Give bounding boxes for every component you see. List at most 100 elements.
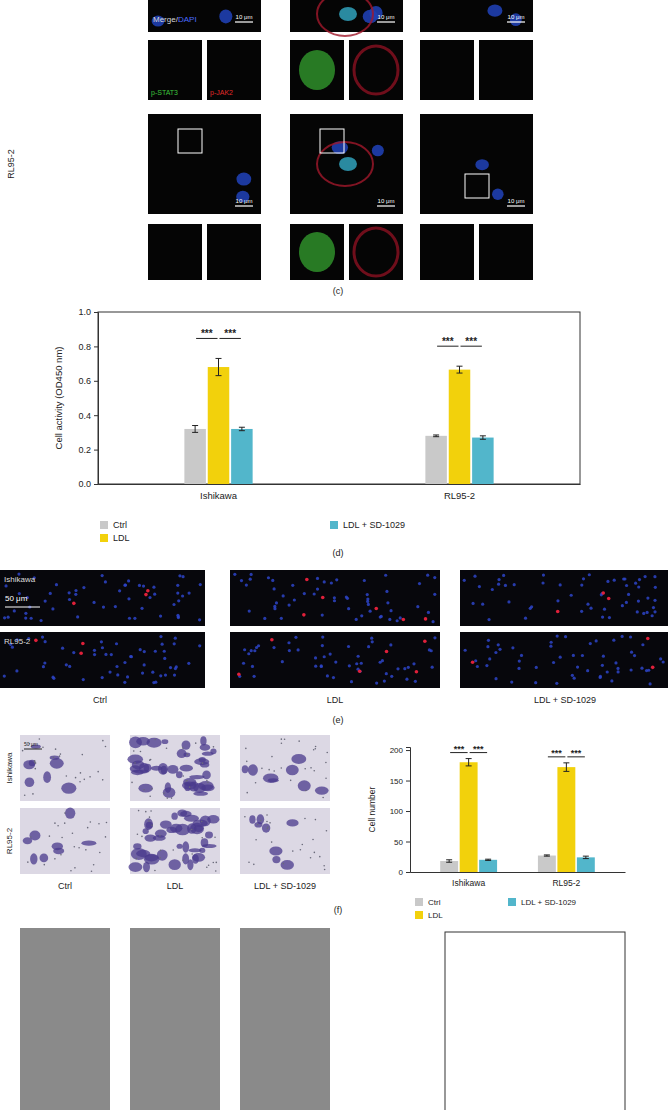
- nucleus: [549, 645, 552, 648]
- nucleus: [7, 616, 10, 619]
- stained-cell: [177, 809, 187, 816]
- nucleus: [151, 671, 154, 674]
- stained-cell: [40, 854, 49, 863]
- tick-mark: [406, 872, 410, 873]
- stained-cell: [202, 844, 217, 848]
- axis-line: [411, 872, 626, 873]
- edu-signal: [402, 618, 406, 622]
- micrograph: [290, 40, 344, 100]
- nucleus: [287, 603, 290, 606]
- pore: [55, 748, 57, 750]
- nucleus: [3, 616, 6, 619]
- label: (d): [333, 548, 344, 558]
- nucleus: [159, 615, 162, 618]
- nucleus: [476, 665, 479, 668]
- nucleus: [357, 655, 360, 658]
- tick-mark: [406, 811, 410, 812]
- pore: [244, 816, 246, 818]
- nucleus: [580, 584, 583, 587]
- pore: [266, 821, 268, 823]
- stained-cell: [139, 763, 149, 773]
- micrograph: [349, 224, 403, 280]
- pore: [186, 780, 188, 782]
- stained-cell: [136, 850, 150, 857]
- label: RL95-2: [5, 827, 14, 854]
- nucleus: [181, 575, 184, 578]
- nucleus: [634, 582, 637, 585]
- stained-cell: [242, 765, 248, 773]
- nucleus: [550, 641, 553, 644]
- nucleus: [335, 578, 338, 581]
- nucleus: [588, 573, 591, 576]
- pore: [49, 835, 51, 837]
- pore: [313, 770, 315, 772]
- tick-mark: [406, 750, 410, 751]
- nucleus: [475, 159, 489, 170]
- pore: [281, 742, 283, 744]
- nucleus: [426, 574, 429, 577]
- legend-swatch: [415, 898, 423, 906]
- pore: [315, 819, 317, 821]
- edu-signal: [556, 610, 560, 614]
- nucleus: [347, 607, 350, 610]
- pore: [160, 850, 162, 852]
- nucleus: [104, 653, 107, 656]
- edu-signal: [651, 666, 655, 670]
- pore: [143, 789, 145, 791]
- micrograph: [290, 224, 344, 280]
- nucleus: [102, 605, 105, 608]
- x-axis: IshikawaRL95-2: [411, 872, 626, 888]
- stained-cell: [146, 738, 161, 748]
- stained-cell: [200, 762, 209, 768]
- label: 10 μm: [378, 198, 395, 204]
- nucleus: [637, 599, 640, 602]
- legend-swatch: [330, 521, 338, 529]
- micrograph: [460, 570, 668, 626]
- pore: [255, 782, 257, 784]
- nucleus: [552, 661, 555, 664]
- nucleus: [559, 583, 562, 586]
- pore: [248, 861, 250, 863]
- pore: [325, 762, 327, 764]
- nucleus: [504, 584, 507, 587]
- y-axis: 0.00.20.40.60.81.0: [78, 307, 98, 489]
- pore: [59, 755, 61, 757]
- nucleus: [61, 647, 64, 650]
- pore: [301, 844, 303, 846]
- micrograph: [290, 114, 403, 214]
- scale-bar: [5, 607, 40, 608]
- nucleus: [497, 583, 500, 586]
- pore: [30, 836, 32, 838]
- bar: [557, 767, 575, 872]
- image-panels: [0, 0, 668, 1110]
- roi-box: [465, 174, 489, 198]
- micrograph: [148, 40, 202, 100]
- label: 10 μm: [236, 198, 253, 204]
- micrograph: [207, 40, 261, 100]
- pore: [97, 771, 99, 773]
- pore: [138, 810, 140, 812]
- nucleus: [152, 681, 155, 684]
- nucleus: [487, 639, 490, 642]
- pore: [99, 852, 101, 854]
- pore: [261, 768, 263, 770]
- nucleus: [178, 574, 181, 577]
- error-bar: [544, 855, 550, 856]
- nucleus: [390, 675, 393, 678]
- pore: [246, 761, 248, 763]
- nucleus: [586, 603, 589, 606]
- micrograph: [230, 632, 440, 688]
- pore: [310, 767, 312, 769]
- pore: [134, 762, 136, 764]
- nucleus: [629, 635, 632, 638]
- stained-cell: [23, 760, 35, 769]
- nucleus: [126, 675, 129, 678]
- pore: [305, 790, 307, 792]
- pore: [78, 847, 80, 849]
- nucleus: [487, 618, 490, 621]
- nucleus: [535, 666, 538, 669]
- nucleus: [586, 669, 589, 672]
- nucleus: [303, 592, 306, 595]
- tick: 150: [390, 777, 410, 786]
- pore: [22, 750, 24, 752]
